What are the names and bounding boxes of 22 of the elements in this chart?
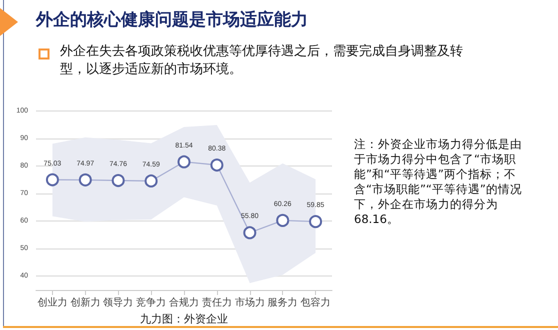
text: 注：外资企业市场力得分低是由于市场力得分中包含了“市场职能”和“平等待遇”两个指标；不含“市场职能”“平等待遇”的情况下，外企在市场力的得分为68.16。 [354,137,522,227]
x-tick-label: 创新力 [70,296,100,308]
point [276,214,290,227]
x-tick-label: 领导力 [103,296,134,308]
x-tick-label: 创业力 [37,296,68,308]
point [210,158,224,172]
x-tick-label: 市场力 [234,296,265,308]
point [78,173,92,186]
x-tick-label: 竞争力 [136,296,166,308]
chart-title: 外企的核心健康问题是市场适应能力 [36,9,308,31]
x-tick-label: 服务力 [268,296,298,308]
x-tick-label: 责任力 [202,296,232,308]
x-tick-label: 包容力 [300,296,331,308]
point [243,226,256,240]
point [112,174,125,188]
x-tick-label: 合规力 [169,296,199,308]
x-axis-title: 九力图：外资企业 [140,312,228,326]
point [46,173,59,186]
chart-subtitle: 外企在失去各项政策税收优惠等优厚待遇之后，需要完成自身调整及转型，以逐步适应新的市场环境。 [60,43,464,79]
point [178,155,190,168]
point [309,215,322,228]
point [144,174,158,188]
